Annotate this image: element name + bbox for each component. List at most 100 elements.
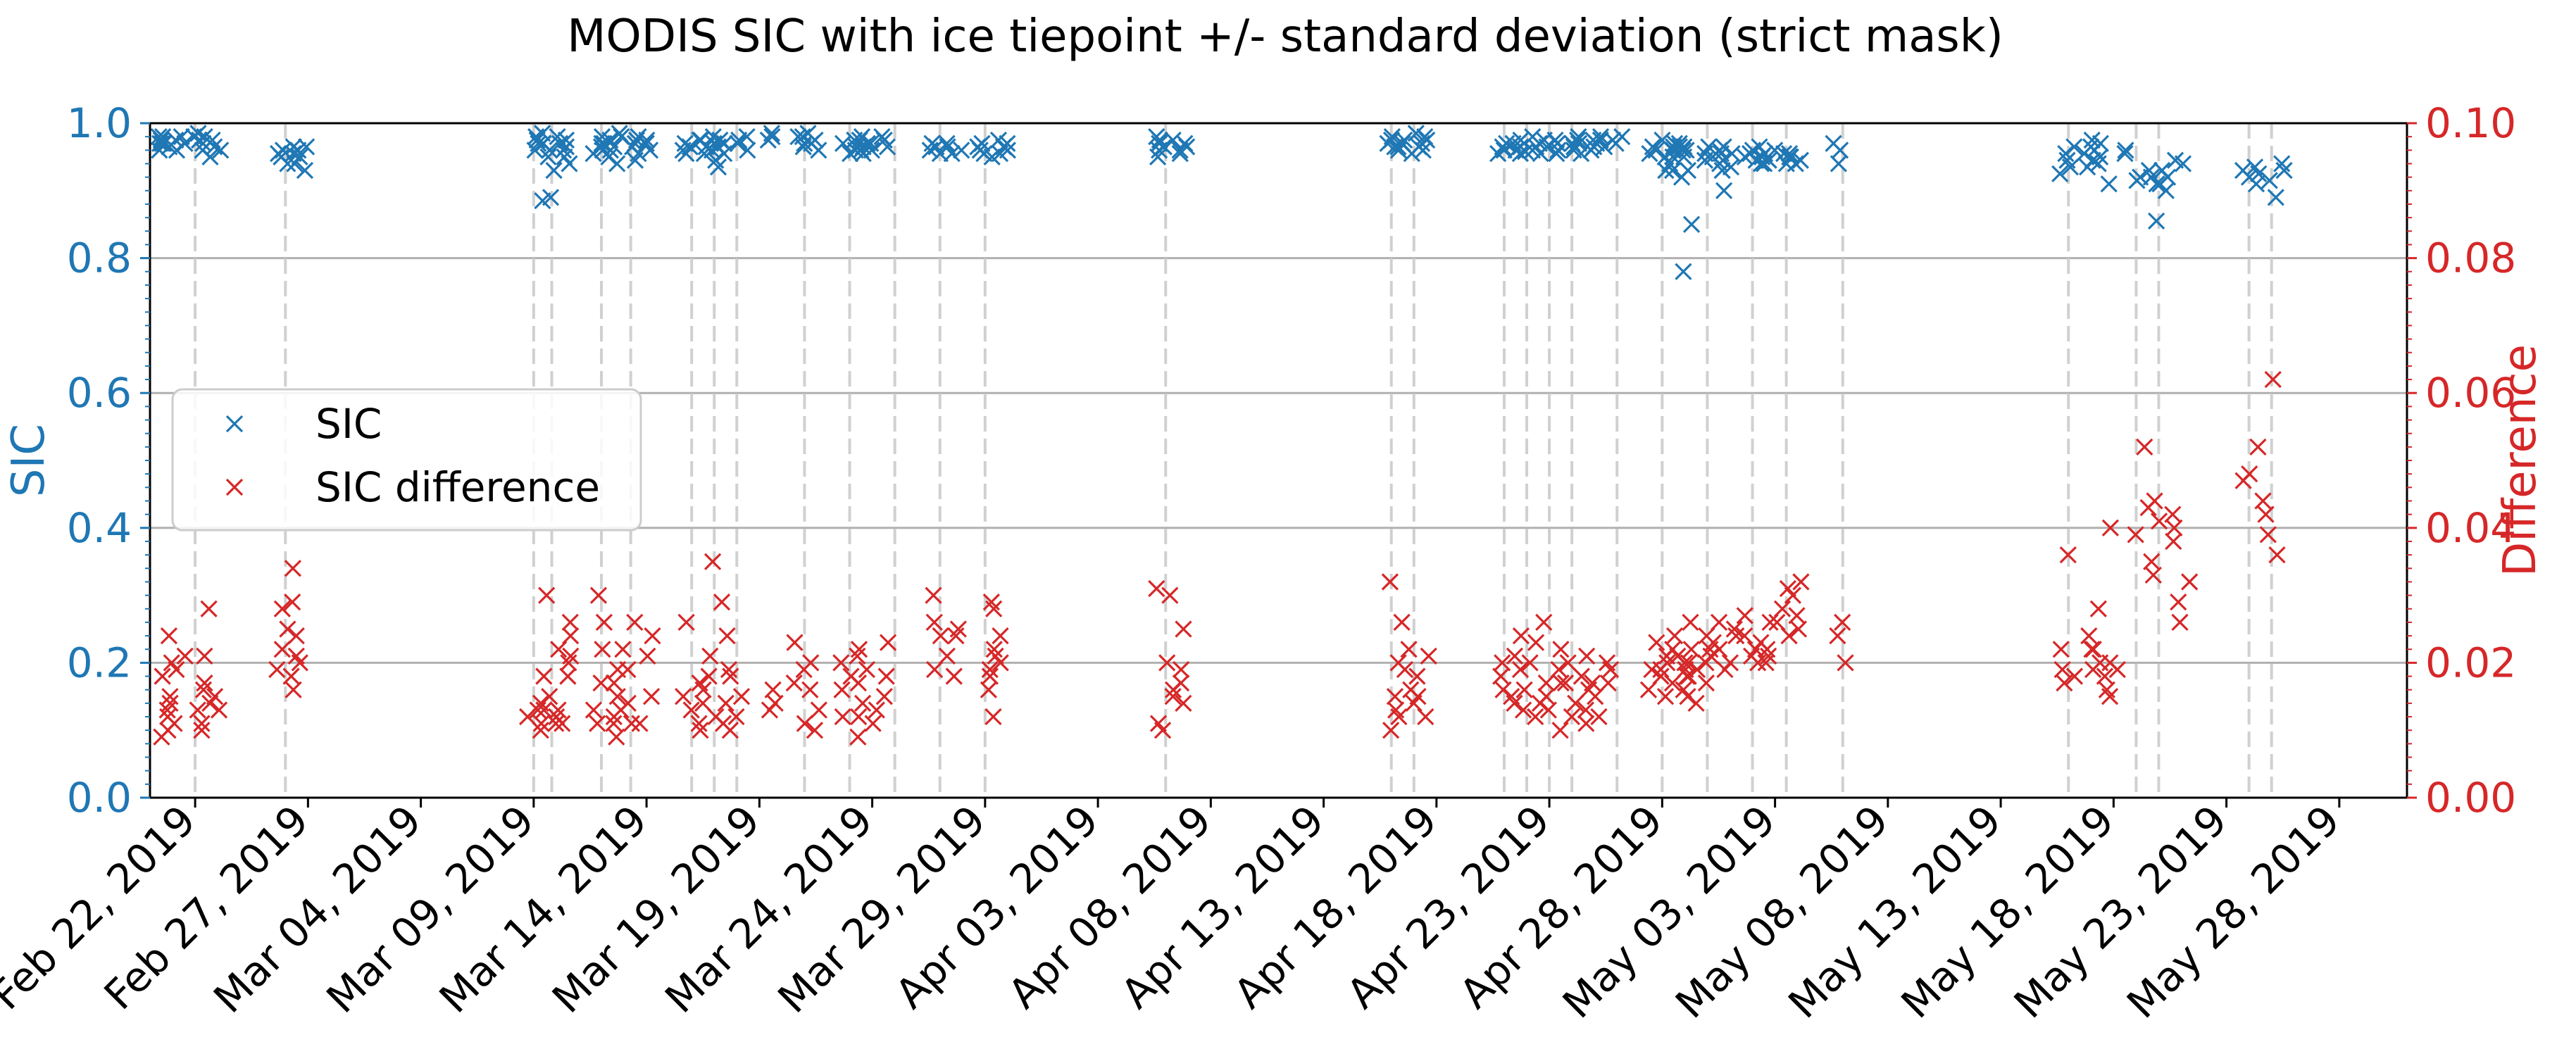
diff-point-glyph bbox=[1563, 708, 1581, 726]
sic-point bbox=[1675, 138, 1693, 156]
diff-point bbox=[268, 660, 286, 679]
sic-point-glyph bbox=[2089, 155, 2107, 172]
diff-point bbox=[981, 667, 999, 685]
sic-point bbox=[2078, 158, 2096, 176]
sic-point-glyph bbox=[842, 144, 859, 163]
diff-point bbox=[1494, 654, 1511, 672]
left-tick-label-5: 1.0 bbox=[67, 99, 132, 147]
left-tick-label-0: 0.0 bbox=[67, 774, 132, 822]
diff-point bbox=[694, 694, 712, 712]
diff-point-glyph bbox=[1773, 600, 1792, 617]
sic-point bbox=[557, 138, 575, 156]
diff-point-glyph bbox=[1665, 627, 1684, 645]
diff-point-glyph bbox=[854, 694, 872, 712]
diff-point bbox=[168, 660, 185, 679]
sic-point bbox=[730, 131, 748, 149]
diff-point bbox=[1550, 660, 1568, 679]
diff-point-glyph bbox=[721, 722, 739, 739]
diff-point-glyph bbox=[992, 627, 1009, 645]
diff-point-glyph bbox=[1742, 647, 1761, 665]
diff-point bbox=[1515, 681, 1533, 698]
diff-point-glyph bbox=[981, 660, 999, 679]
diff-point bbox=[1417, 708, 1434, 726]
diff-point-glyph bbox=[1550, 660, 1568, 679]
diff-point bbox=[1386, 688, 1404, 705]
diff-point bbox=[1697, 654, 1715, 672]
sic-point-glyph bbox=[1663, 161, 1682, 180]
diff-point bbox=[532, 722, 549, 739]
left-tick-label-3: 0.6 bbox=[67, 369, 132, 417]
sic-point-glyph bbox=[1766, 142, 1784, 159]
diff-point-glyph bbox=[1417, 708, 1434, 726]
diff-point-glyph bbox=[1527, 634, 1545, 651]
sic-point bbox=[638, 131, 656, 149]
legend-marker-sic-difference-glyph-glyph bbox=[225, 478, 244, 496]
diff-point-glyph bbox=[1521, 654, 1539, 672]
sic-point bbox=[862, 134, 880, 152]
sic-point-glyph bbox=[151, 134, 169, 152]
diff-point-glyph bbox=[690, 715, 708, 732]
diff-point-glyph bbox=[2170, 594, 2187, 611]
diff-point bbox=[1679, 688, 1696, 705]
diff-point bbox=[595, 613, 613, 632]
sic-point bbox=[1682, 215, 1701, 233]
diff-point bbox=[834, 708, 851, 726]
diff-point bbox=[1175, 620, 1192, 638]
diff-point-glyph bbox=[193, 722, 211, 739]
sic-point-glyph bbox=[1504, 134, 1522, 152]
diff-point bbox=[1716, 660, 1734, 679]
diff-point-glyph bbox=[1551, 722, 1569, 739]
diff-point bbox=[1521, 654, 1539, 672]
diff-point-glyph bbox=[833, 681, 851, 698]
sic-point bbox=[1657, 161, 1675, 180]
sic-point bbox=[196, 128, 213, 146]
diff-point bbox=[810, 701, 827, 719]
diff-point-glyph bbox=[727, 708, 745, 726]
diff-point bbox=[2257, 506, 2275, 523]
right-tick-label-0: 0.00 bbox=[2425, 774, 2516, 822]
diff-point bbox=[864, 715, 882, 732]
sic-point bbox=[2051, 165, 2069, 182]
sic-point-glyph bbox=[1715, 182, 1733, 199]
diff-point bbox=[879, 634, 897, 651]
diff-point-glyph bbox=[2101, 688, 2119, 705]
diff-point bbox=[541, 688, 558, 705]
diff-point-glyph bbox=[2181, 573, 2199, 591]
diff-point-glyph bbox=[1652, 660, 1670, 679]
sic-point-glyph bbox=[626, 151, 644, 169]
diff-point bbox=[796, 715, 813, 732]
diff-point bbox=[1697, 674, 1715, 692]
diff-point bbox=[785, 674, 803, 692]
sic-point-glyph bbox=[557, 138, 575, 156]
diff-point-glyph bbox=[2052, 641, 2070, 658]
sic-point-glyph bbox=[1723, 144, 1741, 163]
diff-point bbox=[561, 613, 579, 632]
diff-point bbox=[614, 641, 632, 658]
sic-point bbox=[1722, 158, 1740, 176]
diff-point-glyph bbox=[279, 620, 296, 638]
sic-point-glyph bbox=[296, 161, 314, 180]
diff-point bbox=[538, 586, 556, 604]
diff-point-glyph bbox=[1153, 722, 1172, 739]
diff-point bbox=[1535, 613, 1553, 632]
sic-point-glyph bbox=[2078, 158, 2096, 176]
sic-point-glyph bbox=[2174, 155, 2192, 172]
diff-point bbox=[273, 600, 291, 617]
sic-point-glyph bbox=[729, 134, 746, 152]
sic-point bbox=[2065, 138, 2083, 156]
diff-point bbox=[1676, 654, 1694, 672]
diff-point bbox=[589, 715, 606, 732]
diff-point-glyph bbox=[1688, 660, 1706, 679]
sic-point bbox=[938, 134, 956, 152]
diff-point bbox=[992, 654, 1009, 672]
diff-point-glyph bbox=[925, 613, 943, 632]
diff-point bbox=[584, 701, 603, 719]
sic-point bbox=[2061, 158, 2080, 176]
diff-point bbox=[692, 722, 709, 739]
diff-point bbox=[282, 667, 300, 685]
diff-point-glyph bbox=[154, 667, 171, 685]
diff-point-glyph bbox=[701, 647, 719, 665]
diff-point-glyph bbox=[2080, 627, 2098, 645]
sic-point-glyph bbox=[1653, 131, 1671, 149]
diff-point bbox=[1599, 674, 1617, 692]
